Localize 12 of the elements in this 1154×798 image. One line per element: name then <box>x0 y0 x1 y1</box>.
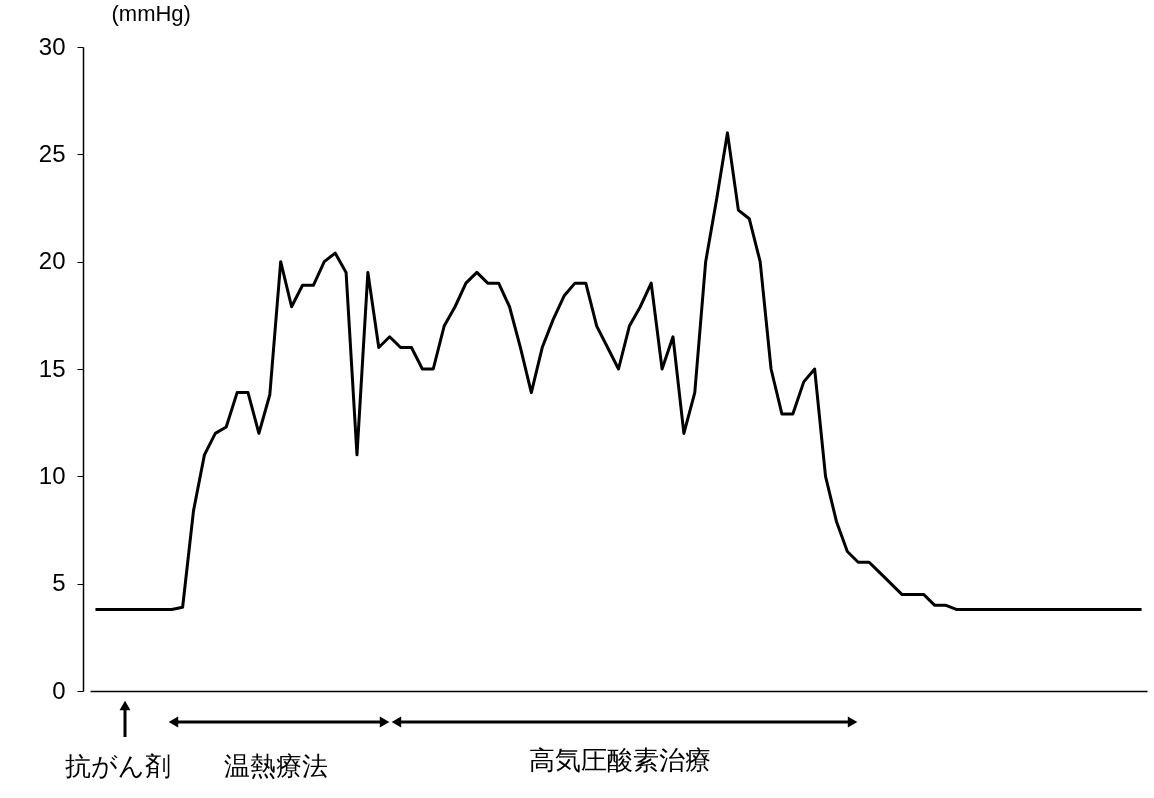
y-tick-label: 5 <box>52 569 66 597</box>
text: 温熱療法 <box>224 751 328 781</box>
text: 抗がん剤 <box>65 751 171 781</box>
y-tick-label: 10 <box>38 461 66 489</box>
y-axis-title: (mmHg) <box>111 0 191 26</box>
y-tick-label: 0 <box>52 676 66 704</box>
y-tick-label: 30 <box>38 32 66 60</box>
line-series <box>93 131 1144 611</box>
y-tick-label: 25 <box>38 139 66 167</box>
text: 高気圧酸素治療 <box>529 745 711 775</box>
y-tick-label: 15 <box>38 354 66 382</box>
y-tick-label: 20 <box>38 247 66 275</box>
